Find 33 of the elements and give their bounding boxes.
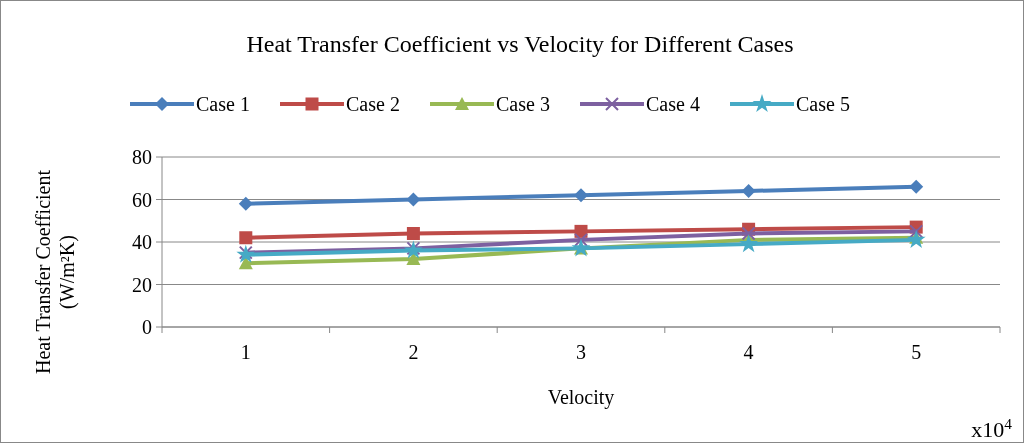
x-tick-label: 5	[911, 341, 922, 363]
text: x10$^{4}$	[971, 414, 1013, 442]
point	[906, 229, 926, 248]
point	[406, 227, 420, 240]
legend-label: Case 1	[196, 93, 250, 115]
x-tick-label: 4	[743, 341, 754, 363]
point	[574, 188, 588, 203]
y-axis-title: Heat Transfer Coefficient (W/m²K)	[32, 169, 79, 375]
point	[574, 232, 588, 247]
point	[741, 226, 756, 241]
y-tick-label: 80	[132, 146, 152, 168]
point	[909, 179, 924, 194]
x-axis-title: Velocity	[547, 386, 615, 409]
legend-label: Case 4	[646, 93, 700, 115]
point	[909, 224, 924, 239]
x-tick-label: 2	[408, 341, 419, 363]
x-tick-label: 3	[576, 341, 586, 363]
point	[406, 192, 421, 207]
legend-label: Case 2	[346, 93, 400, 115]
y-tick-label: 60	[132, 188, 152, 211]
point	[238, 256, 253, 270]
legend-label: Case 5	[796, 93, 850, 115]
chart-title: Heat Transfer Coefficient vs Velocity for Different Cases	[246, 31, 794, 57]
point	[239, 231, 253, 245]
point	[741, 184, 756, 198]
point	[406, 252, 421, 265]
point	[238, 196, 253, 211]
legend-label: Case 3	[496, 93, 550, 115]
point	[739, 234, 759, 253]
x-tick-label: 1	[240, 341, 251, 363]
y-tick-label: 0	[142, 316, 152, 338]
y-tick-label: 20	[132, 273, 152, 296]
y-tick-label: 40	[132, 231, 152, 253]
